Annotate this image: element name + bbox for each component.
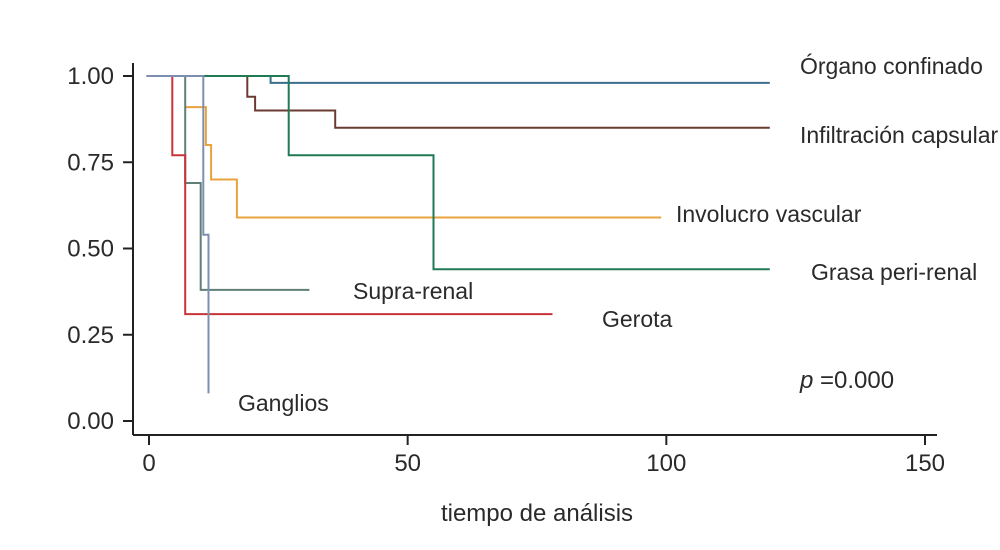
y-tick-label: 1.00 xyxy=(67,63,114,90)
series-label-6: Ganglios xyxy=(238,390,329,416)
x-tick-label: 150 xyxy=(905,450,945,477)
series-line-1 xyxy=(246,76,770,129)
series-labels: Órgano confinado Infiltración capsular Inv… xyxy=(238,53,998,416)
axes: 0.00 0.25 0.50 0.75 1.00 0 50 100 150 xyxy=(67,63,945,477)
p-symbol: p xyxy=(799,367,813,394)
x-tick-label: 100 xyxy=(646,450,686,477)
series-line-5 xyxy=(171,76,553,316)
series-line-6 xyxy=(146,75,210,394)
series-label-3: Grasa peri-renal xyxy=(811,259,977,285)
series-line-2 xyxy=(185,106,662,219)
series-line-0 xyxy=(146,75,770,84)
x-tick-label: 0 xyxy=(142,450,155,477)
x-tick-label: 50 xyxy=(394,450,421,477)
series-label-4: Supra-renal xyxy=(353,278,473,304)
y-tick-label: 0.25 xyxy=(67,322,114,349)
series-label-0: Órgano confinado xyxy=(800,53,983,79)
p-value: =0.000 xyxy=(813,367,894,394)
x-axis-label: tiempo de análisis xyxy=(441,500,633,527)
series-line-3 xyxy=(200,75,770,271)
series-label-5: Gerota xyxy=(602,306,673,332)
y-tick-label: 0.75 xyxy=(67,149,114,176)
y-tick-label: 0.50 xyxy=(67,236,114,263)
p-value-annotation: p =0.000 xyxy=(799,367,894,394)
series-label-1: Infiltración capsular xyxy=(800,122,998,148)
y-tick-label: 0.00 xyxy=(67,408,114,435)
series-label-2: Involucro vascular xyxy=(676,201,862,227)
series-lines xyxy=(146,75,770,394)
series-line-4 xyxy=(184,76,310,291)
